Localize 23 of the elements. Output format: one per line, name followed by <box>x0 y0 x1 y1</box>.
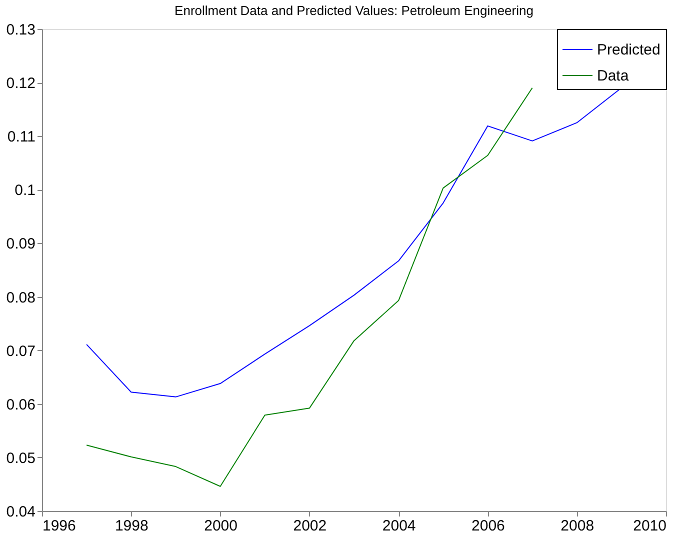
y-tick-label: 0.13 <box>6 22 36 38</box>
y-tick-label: 0.07 <box>6 342 36 360</box>
chart-title: Enrollment Data and Predicted Values: Petroleum Engineering <box>174 3 534 18</box>
x-tick-label: 2006 <box>472 518 505 534</box>
x-tick-label: 1996 <box>42 518 76 534</box>
y-tick-label: 0.05 <box>6 450 36 467</box>
x-tick-label: 2002 <box>293 518 327 534</box>
line-series <box>86 87 622 398</box>
y-tick-label: 0.08 <box>6 289 36 306</box>
y-tick-label: 0.12 <box>6 75 36 92</box>
x-tick-label: 2000 <box>204 518 238 534</box>
x-tick-label: 2008 <box>560 518 594 534</box>
legend-label: Predicted <box>597 42 660 58</box>
x-tick-label: 2004 <box>382 518 416 534</box>
y-tick-label: 0.04 <box>6 504 36 520</box>
y-tick-label: 0.09 <box>6 236 36 253</box>
line-series <box>86 87 533 487</box>
y-tick-label: 0.1 <box>14 182 36 200</box>
x-tick-label: 1998 <box>114 518 148 534</box>
y-tick-label: 0.06 <box>6 396 36 414</box>
legend-label: Data <box>597 68 630 84</box>
y-tick-label: 0.11 <box>7 128 36 146</box>
x-tick-label: 2010 <box>633 518 666 534</box>
